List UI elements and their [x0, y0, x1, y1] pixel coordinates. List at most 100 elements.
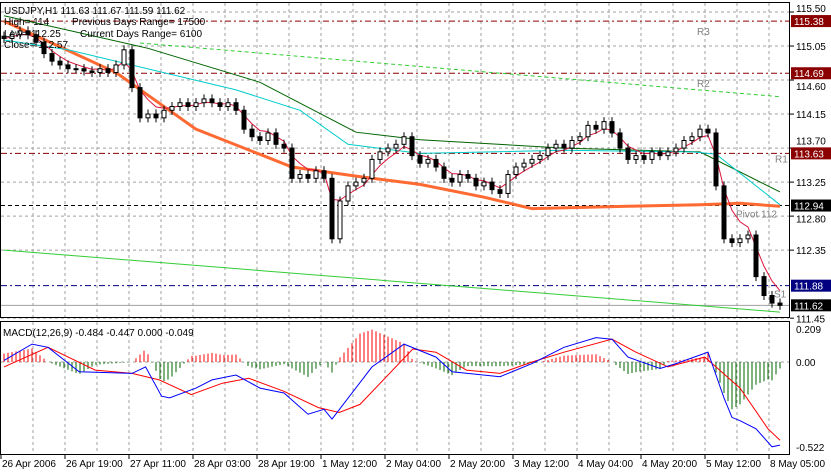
- dashed-trendline: [139, 42, 781, 98]
- candle-body: [425, 158, 431, 164]
- level-price-badge: [791, 147, 831, 160]
- level-price-label: 111.62: [794, 301, 824, 312]
- time-tick-label: 5 May 12:00: [706, 459, 761, 470]
- macd-tick-label: -0.522: [796, 443, 825, 454]
- candle-body: [297, 174, 303, 179]
- candle-body: [393, 143, 399, 149]
- candle-body: [609, 121, 615, 134]
- candle-body: [73, 68, 79, 71]
- candle-body: [769, 295, 775, 304]
- time-tick-label: 8 May 05:00: [770, 459, 825, 470]
- orange-ma-line: [3, 19, 781, 211]
- price-tick-label: 115.50: [796, 4, 826, 15]
- candle-body: [9, 34, 15, 39]
- candle-body: [625, 147, 631, 160]
- level-price-label: 113.63: [794, 149, 824, 160]
- candle-body: [521, 162, 527, 168]
- candle-body: [745, 234, 751, 240]
- candle-body: [761, 276, 767, 297]
- candle-body: [753, 234, 759, 278]
- price-tick-label: 112.35: [796, 246, 826, 257]
- candle-body: [353, 181, 359, 187]
- level-price-badge: [791, 299, 831, 312]
- candle-body: [113, 64, 119, 73]
- price-tick-label: 113.25: [796, 178, 826, 189]
- level-name-label: R2: [697, 79, 710, 90]
- candle-body: [657, 151, 663, 157]
- candle-body: [593, 124, 599, 130]
- candle-body: [257, 136, 263, 142]
- chart-info-header: USDJPY,H1 111.63 111.67 111.59 111.62 Hi…: [4, 6, 206, 51]
- candle-body: [633, 155, 639, 160]
- macd-tick-label: 0.00: [796, 358, 816, 369]
- candle-body: [369, 158, 375, 179]
- price-tick-label: 114.15: [796, 110, 826, 121]
- candle-body: [457, 174, 463, 183]
- candle-body: [409, 136, 415, 157]
- candle-body: [617, 132, 623, 149]
- candle-body: [377, 151, 383, 160]
- candle-body: [665, 151, 671, 157]
- price-tick-label: 113.70: [796, 136, 826, 147]
- candle-body: [345, 185, 351, 202]
- time-tick-label: 26 Apr 19:00: [66, 459, 123, 470]
- macd-main-line: [3, 337, 781, 448]
- candle-body: [529, 158, 535, 164]
- candle-body: [649, 151, 655, 160]
- candle-body: [697, 128, 703, 138]
- candle-body: [361, 177, 367, 183]
- candle-body: [641, 155, 647, 160]
- macd-signal-line: [3, 338, 781, 441]
- time-tick-label: 2 May 04:00: [386, 459, 441, 470]
- candle-body: [481, 181, 487, 187]
- candle-body: [321, 170, 327, 179]
- moving-averages: [3, 15, 781, 292]
- macd-pane-frame: [0, 321, 790, 455]
- current-range-text: Current Days Range= 6100: [80, 29, 202, 40]
- price-tick-label: 115.05: [796, 42, 826, 53]
- price-tick-label: 112.80: [796, 215, 826, 226]
- candle-body: [177, 102, 183, 108]
- candle-body: [729, 238, 735, 244]
- time-tick-label: 28 Apr 03:00: [194, 459, 251, 470]
- candle-body: [201, 98, 207, 104]
- candle-body: [281, 143, 287, 149]
- candle-body: [465, 174, 471, 179]
- previous-range-text: Previous Days Range= 17500: [72, 17, 206, 28]
- macd-indicator: [3, 329, 781, 448]
- candle-body: [233, 102, 239, 111]
- candle-body: [33, 34, 39, 43]
- candle-body: [193, 102, 199, 108]
- candle-body: [145, 113, 151, 119]
- macd-grid: [1, 322, 789, 454]
- candle-body: [489, 181, 495, 191]
- candle-body: [689, 136, 695, 142]
- candle-body: [313, 170, 319, 179]
- level-price-badge: [791, 15, 831, 28]
- candle-body: [721, 185, 727, 240]
- candle-body: [337, 200, 343, 240]
- candle-body: [585, 124, 591, 138]
- candle-body: [505, 174, 511, 194]
- pivot-levels: R3 R2 R1 Pivot 112 S1: [1, 20, 789, 306]
- candle-body: [473, 177, 479, 187]
- candle-body: [601, 121, 607, 130]
- time-tick-label: 28 Apr 19:00: [258, 459, 315, 470]
- candle-body: [673, 147, 679, 153]
- candle-body: [417, 155, 423, 164]
- candle-body: [97, 68, 103, 73]
- candle-body: [545, 147, 551, 157]
- candle-body: [737, 238, 743, 244]
- candle-body: [713, 132, 719, 187]
- level-name-label: R1: [775, 154, 788, 165]
- price-axis[interactable]: 115.50 115.05 114.60 114.15 113.70 113.25 112.…: [790, 4, 831, 454]
- candle-body: [449, 177, 455, 183]
- trendlines: [3, 42, 781, 313]
- candle-body: [273, 132, 279, 145]
- time-axis[interactable]: 26 Apr 2006 26 Apr 19:00 27 Apr 11:00 28 Ap…: [0, 455, 825, 470]
- candle-body: [513, 166, 519, 176]
- candle-body: [305, 174, 311, 179]
- candle-body: [137, 87, 143, 119]
- candle-body: [681, 140, 687, 149]
